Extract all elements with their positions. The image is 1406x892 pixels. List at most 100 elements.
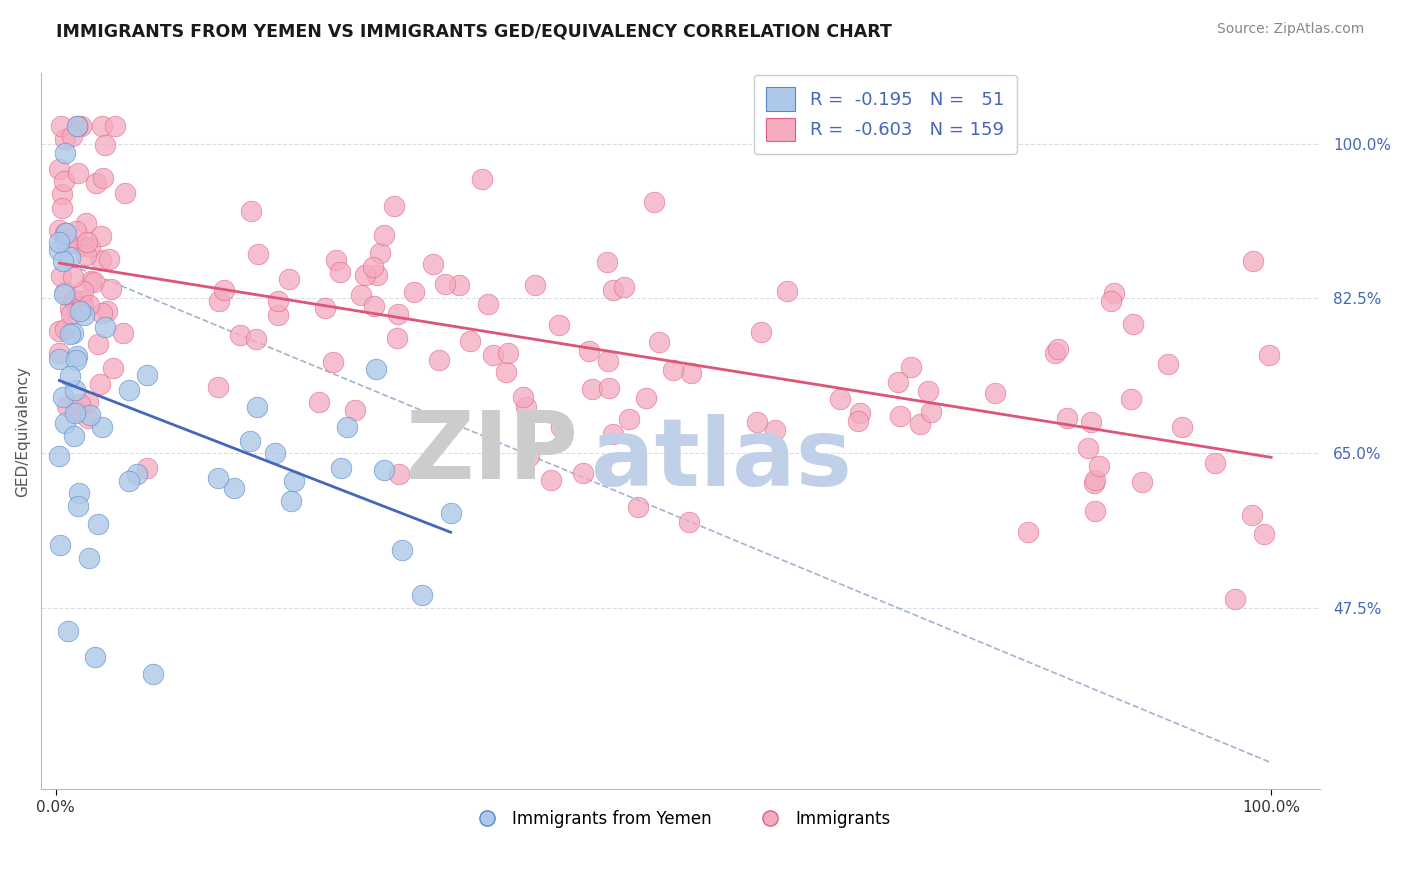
Point [1084,473,1107,487]
Point [72,299,94,313]
Point [596,255,619,269]
Point [910,417,932,431]
Point [280,493,302,508]
Point [496,346,519,360]
Point [56,399,79,413]
Point [1257,348,1279,362]
Point [114,186,136,200]
Point [643,195,665,210]
Point [59,327,82,342]
Point [366,268,388,282]
Point [283,474,305,488]
Point [77,411,100,425]
Point [889,409,911,424]
Point [373,227,395,242]
Point [246,400,269,414]
Point [89,377,111,392]
Point [62,326,84,341]
Point [51,187,73,202]
Point [69,397,91,411]
Point [58,368,80,383]
Point [48,352,70,367]
Point [681,366,703,380]
Point [56,624,79,638]
Point [56,235,79,250]
Point [314,301,336,316]
Point [385,330,408,344]
Point [886,375,908,389]
Point [48,243,70,257]
Point [207,471,229,485]
Point [246,246,269,260]
Legend: Immigrants from Yemen, Immigrants: Immigrants from Yemen, Immigrants [464,804,897,835]
Point [330,461,353,475]
Point [90,253,112,268]
Point [648,334,671,349]
Point [72,239,94,253]
Point [602,427,624,442]
Point [1088,459,1111,474]
Point [828,392,851,406]
Point [65,224,87,238]
Point [59,301,82,315]
Point [1156,357,1178,371]
Point [80,274,103,288]
Point [1121,392,1143,406]
Point [477,297,499,311]
Point [515,400,537,414]
Point [1104,285,1126,300]
Text: IMMIGRANTS FROM YEMEN VS IMMIGRANTS GED/EQUIVALENCY CORRELATION CHART: IMMIGRANTS FROM YEMEN VS IMMIGRANTS GED/… [56,22,893,40]
Point [524,277,547,292]
Point [53,173,76,187]
Point [848,406,870,420]
Point [142,667,165,681]
Point [350,288,373,302]
Point [678,515,700,529]
Point [613,280,636,294]
Point [83,275,105,289]
Text: ZIP: ZIP [405,407,578,499]
Point [48,449,70,463]
Point [387,307,409,321]
Point [48,235,70,249]
Point [72,284,94,298]
Point [1171,419,1194,434]
Point [1241,254,1264,268]
Point [63,293,86,308]
Point [118,383,141,397]
Point [617,412,640,426]
Point [100,282,122,296]
Point [52,286,75,301]
Point [361,260,384,275]
Point [91,170,114,185]
Point [48,346,70,360]
Point [482,348,505,362]
Point [1043,346,1066,360]
Point [1223,592,1246,607]
Point [572,466,595,480]
Point [846,414,869,428]
Point [59,250,82,264]
Point [125,467,148,481]
Point [240,204,263,219]
Point [917,384,939,399]
Point [1130,475,1153,489]
Point [207,380,229,394]
Point [53,132,76,146]
Point [411,588,433,602]
Point [596,353,619,368]
Point [1083,476,1105,491]
Point [79,240,101,254]
Point [1253,527,1275,541]
Text: atlas: atlas [591,414,852,506]
Point [104,119,127,133]
Point [602,283,624,297]
Point [53,416,76,430]
Point [63,406,86,420]
Point [75,216,97,230]
Point [76,235,98,249]
Point [354,268,377,282]
Point [83,649,105,664]
Point [920,405,942,419]
Point [87,337,110,351]
